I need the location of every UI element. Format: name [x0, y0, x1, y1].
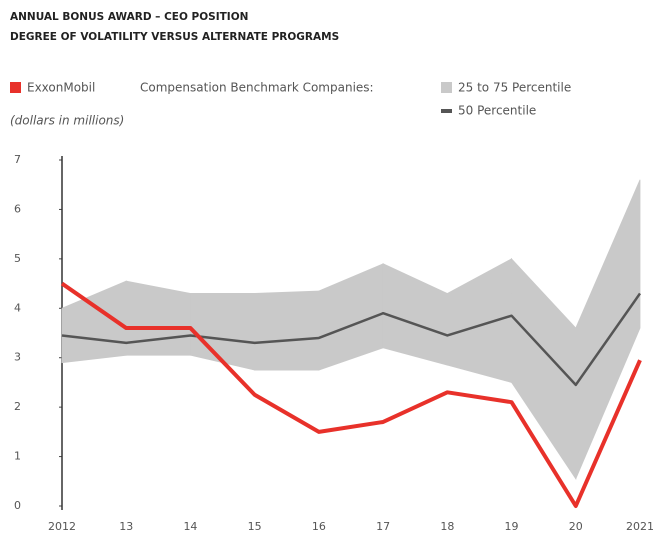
chart-title: ANNUAL BONUS AWARD – CEO POSITION [10, 11, 248, 23]
legend-swatch [441, 82, 452, 93]
legend-swatch [10, 82, 21, 93]
legend-label: 25 to 75 Percentile [458, 81, 571, 95]
y-tick-label: 7 [14, 153, 21, 166]
series-line [60, 281, 642, 508]
percentile-band [446, 258, 512, 383]
x-tick-label: 20 [569, 520, 583, 533]
percentile-band [511, 257, 577, 481]
x-tick-label: 14 [183, 520, 197, 533]
percentile-band [575, 179, 641, 479]
y-tick-label: 2 [14, 400, 21, 413]
x-tick-label: 16 [312, 520, 326, 533]
legend-label: ExxonMobil [27, 81, 95, 95]
series-line [61, 292, 642, 387]
y-tick-label: 6 [14, 202, 21, 215]
x-tick-label: 2021 [626, 520, 654, 533]
legend-title: Compensation Benchmark Companies: [140, 81, 374, 95]
percentile-band [382, 263, 448, 366]
y-tick-label: 0 [14, 499, 21, 512]
y-tick-label: 1 [14, 450, 21, 463]
y-tick-label: 5 [14, 252, 21, 265]
y-tick-label: 3 [14, 351, 21, 364]
x-tick-label: 2012 [48, 520, 76, 533]
legend-swatch [441, 109, 452, 113]
percentile-band [125, 280, 191, 356]
percentile-band [254, 290, 320, 371]
x-tick-label: 15 [248, 520, 262, 533]
x-tick-label: 19 [505, 520, 519, 533]
y-tick-label: 4 [14, 301, 21, 314]
x-tick-label: 17 [376, 520, 390, 533]
chart-subtitle: DEGREE OF VOLATILITY VERSUS ALTERNATE PR… [10, 31, 339, 43]
units-note: (dollars in millions) [10, 114, 124, 128]
x-tick-label: 18 [440, 520, 454, 533]
x-tick-label: 13 [119, 520, 133, 533]
legend-label: 50 Percentile [458, 104, 536, 118]
